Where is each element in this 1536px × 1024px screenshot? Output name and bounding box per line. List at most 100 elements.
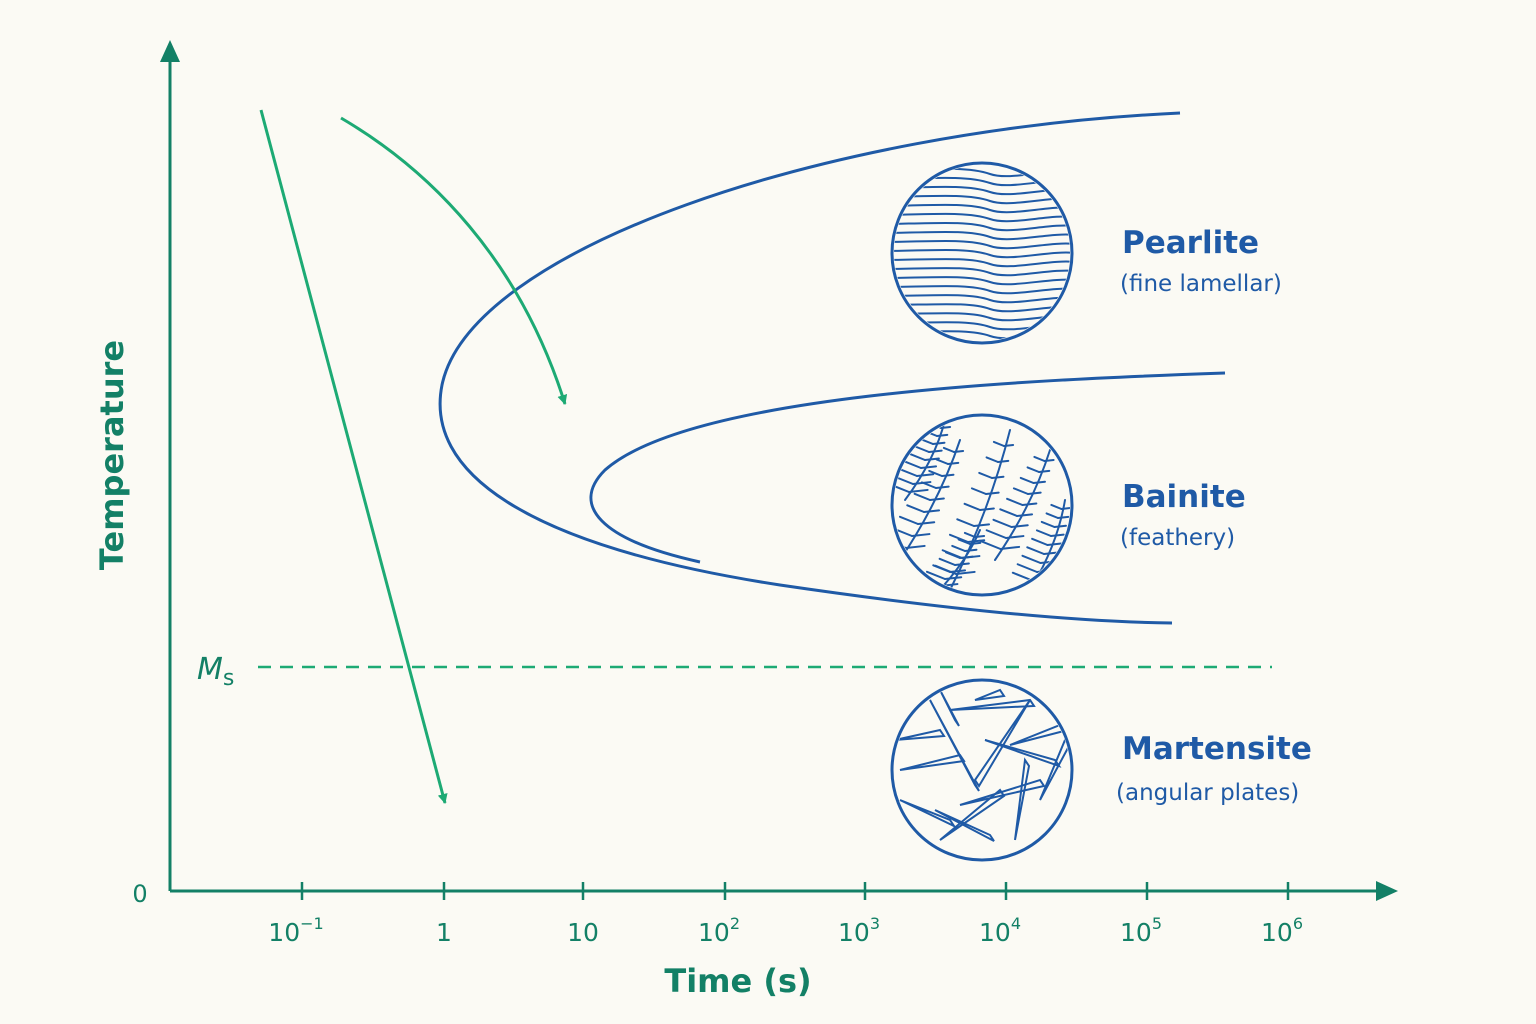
plate bbox=[1009, 723, 1066, 746]
x-tick-label: 104 bbox=[979, 914, 1021, 947]
tick-exponent: 6 bbox=[1293, 914, 1303, 933]
feather-barb bbox=[1019, 476, 1035, 484]
martensite-circle bbox=[890, 678, 1074, 862]
feather-barb bbox=[1010, 524, 1029, 528]
tick-exponent: 5 bbox=[1152, 914, 1162, 933]
feather-barb bbox=[897, 467, 918, 477]
feather-barb bbox=[964, 548, 978, 552]
feather-barb bbox=[1050, 533, 1065, 537]
feather-barb bbox=[992, 518, 1013, 528]
feather-barb bbox=[1016, 513, 1034, 517]
feather-barb bbox=[999, 545, 1021, 550]
feather-barb bbox=[1035, 529, 1052, 537]
feather-barb bbox=[913, 445, 930, 453]
plate bbox=[939, 689, 960, 727]
feather-barb bbox=[985, 456, 999, 463]
feather-barb bbox=[908, 488, 929, 493]
feather-barb bbox=[908, 452, 926, 461]
feather-barb bbox=[903, 460, 922, 469]
feather-barb bbox=[1006, 497, 1024, 506]
tick-exponent: −1 bbox=[300, 914, 324, 933]
x-tick-label: 105 bbox=[1120, 914, 1162, 947]
plate bbox=[899, 753, 966, 771]
feather-barb bbox=[1027, 491, 1042, 495]
feather-barb bbox=[944, 576, 963, 580]
feather-barb bbox=[1060, 506, 1070, 510]
feather-barb bbox=[936, 433, 949, 437]
feather-barb bbox=[963, 502, 981, 511]
plate bbox=[974, 688, 1006, 701]
feather-barb bbox=[941, 473, 955, 477]
feather-barb bbox=[935, 458, 949, 465]
feather-barb bbox=[898, 515, 919, 525]
lamella bbox=[894, 276, 1070, 286]
x-tick-label: 10−1 bbox=[268, 914, 323, 947]
feather-barb bbox=[970, 487, 987, 495]
feather-barb bbox=[923, 509, 941, 513]
tick-base: 1 bbox=[436, 918, 452, 947]
feather-barb bbox=[911, 533, 931, 537]
feather-barb bbox=[894, 482, 910, 493]
feather-barb bbox=[1046, 542, 1063, 546]
feather-barb bbox=[920, 465, 938, 469]
cooling-arrow bbox=[340, 116, 568, 405]
tick-base: 10 bbox=[1261, 918, 1293, 947]
feather-barb bbox=[978, 471, 993, 479]
feather-barb bbox=[1032, 480, 1046, 484]
plate bbox=[959, 778, 1046, 806]
phase-note: (angular plates) bbox=[1116, 780, 1299, 806]
plate bbox=[1039, 737, 1070, 801]
phase-note: (feathery) bbox=[1120, 525, 1235, 551]
y-axis-arrow bbox=[160, 40, 180, 62]
phase-note: (fine lamellar) bbox=[1120, 271, 1282, 297]
feather-barb bbox=[944, 551, 961, 559]
lamella bbox=[894, 285, 1070, 295]
feather-barb bbox=[906, 504, 925, 513]
feather-barb bbox=[938, 557, 956, 566]
x-tick-label: 103 bbox=[838, 914, 880, 947]
feather-barb bbox=[932, 441, 946, 445]
feather-barb bbox=[935, 485, 950, 489]
lamella bbox=[894, 248, 1070, 259]
feather-barb bbox=[973, 523, 991, 527]
feather-barb bbox=[955, 570, 976, 575]
phase-name: Martensite bbox=[1122, 731, 1312, 767]
tick-base: 10 bbox=[268, 918, 300, 947]
ms-label: Ms bbox=[197, 652, 234, 691]
tick-exponent: 4 bbox=[1011, 914, 1021, 933]
lamella bbox=[894, 321, 1070, 331]
lamella bbox=[894, 176, 1070, 187]
feather-barb bbox=[949, 569, 967, 573]
phase-name: Bainite bbox=[1122, 479, 1246, 515]
feather-barb bbox=[913, 492, 931, 501]
feather-barb bbox=[916, 473, 935, 477]
feather-barb bbox=[963, 531, 976, 538]
feather-barb bbox=[924, 457, 940, 461]
feather-barb bbox=[929, 497, 945, 501]
lamella bbox=[894, 239, 1070, 250]
feather-barb bbox=[1031, 537, 1049, 546]
feather-barb bbox=[934, 589, 955, 593]
plate bbox=[894, 728, 946, 741]
lamella bbox=[894, 212, 1070, 223]
bainite-curve bbox=[589, 371, 1226, 564]
lamella bbox=[894, 167, 1070, 178]
plate bbox=[984, 739, 1062, 768]
lamella bbox=[894, 194, 1070, 205]
plate bbox=[899, 799, 957, 829]
feather-barb bbox=[1040, 520, 1056, 528]
x-tick-label: 10 bbox=[567, 918, 599, 947]
feather-barb bbox=[932, 564, 951, 573]
feather-barb bbox=[991, 475, 1005, 479]
quench-arrow bbox=[259, 109, 448, 804]
feather-barb bbox=[928, 449, 943, 453]
feather-barb bbox=[992, 440, 1005, 447]
feather-barb bbox=[940, 425, 952, 429]
feather-barb bbox=[985, 491, 1000, 495]
feather-barb bbox=[928, 469, 943, 477]
feather-barb bbox=[1021, 554, 1042, 564]
plate bbox=[934, 809, 995, 842]
pearlite-curve bbox=[438, 111, 1181, 625]
feather-barb bbox=[942, 446, 955, 453]
